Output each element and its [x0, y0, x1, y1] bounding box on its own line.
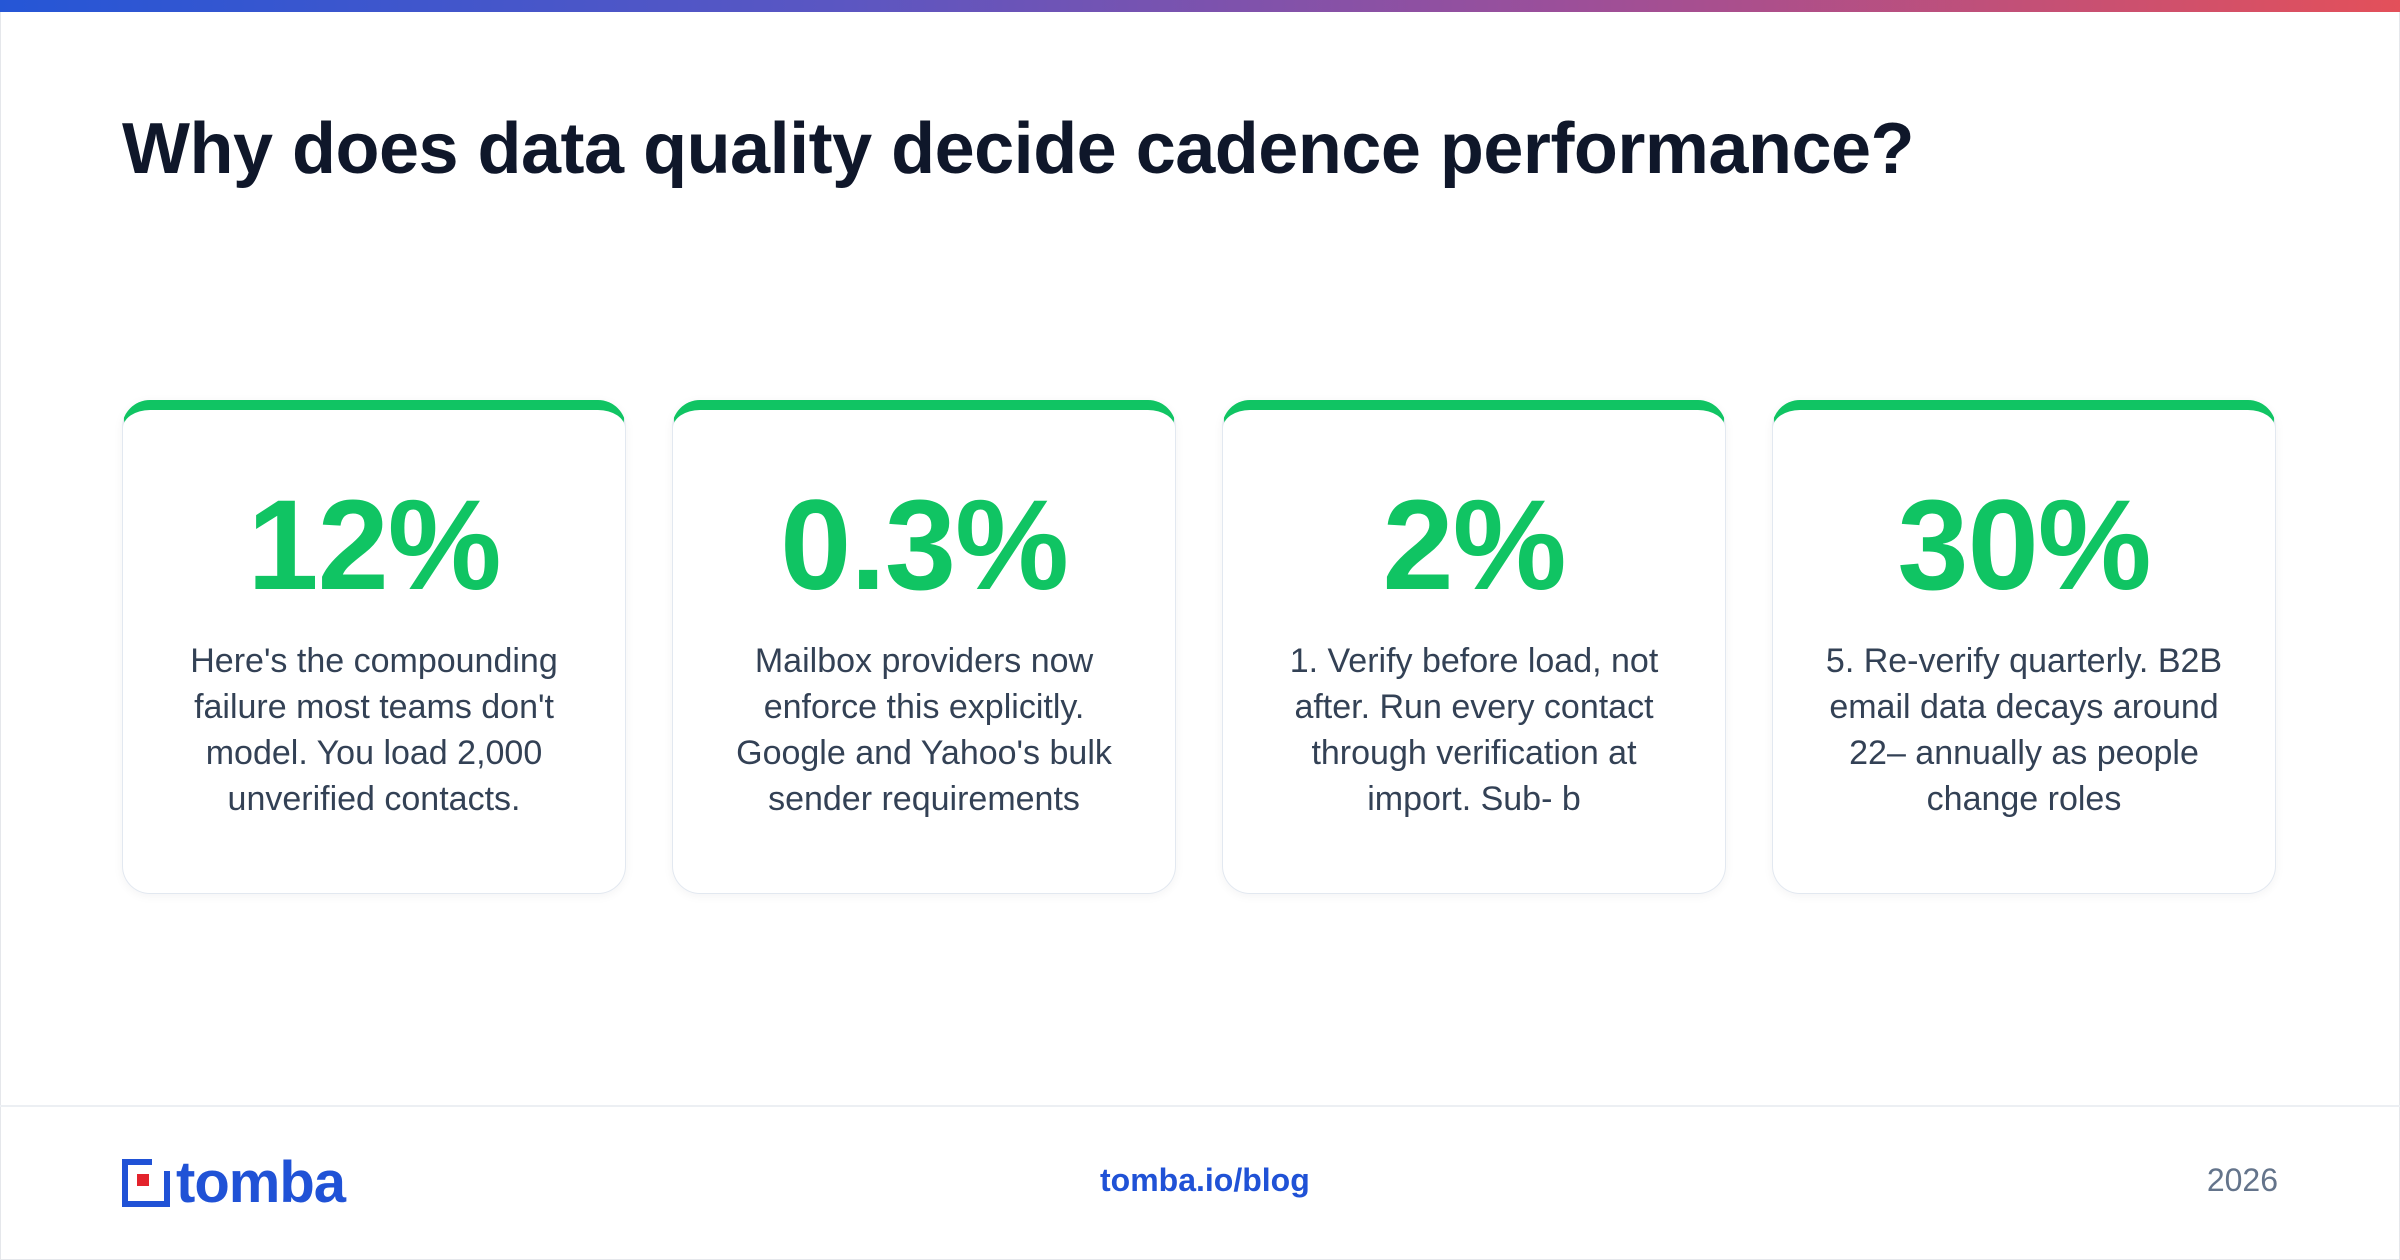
stat-value: 2%	[1382, 474, 1567, 617]
stat-card-1: 12% Here's the compounding failure most …	[122, 400, 626, 894]
stat-value: 0.3%	[780, 474, 1069, 617]
stat-description: 5. Re-verify quarterly. B2B email data d…	[1825, 642, 2223, 818]
page-title: Why does data quality decide cadence per…	[122, 109, 1915, 189]
stat-value: 30%	[1897, 474, 2151, 617]
brand-logo: tomba	[122, 1150, 346, 1215]
footer-year: 2026	[2206, 1162, 2278, 1198]
stat-card-4: 30% 5. Re-verify quarterly. B2B email da…	[1772, 400, 2276, 894]
stat-description: Mailbox providers now enforce this expli…	[736, 642, 1112, 818]
stat-description: 1. Verify before load, not after. Run ev…	[1289, 642, 1659, 818]
footer-divider	[0, 1105, 2400, 1107]
stat-card-3: 2% 1. Verify before load, not after. Run…	[1222, 400, 1726, 894]
stat-value: 12%	[247, 474, 501, 617]
top-gradient-bar	[0, 0, 2400, 12]
tomba-logo-icon	[122, 1159, 170, 1207]
brand-name: tomba	[176, 1150, 346, 1215]
stat-cards: 12% Here's the compounding failure most …	[122, 400, 2276, 894]
stat-card-2: 0.3% Mailbox providers now enforce this …	[672, 400, 1176, 894]
stat-description: Here's the compounding failure most team…	[190, 642, 558, 818]
blog-link[interactable]: tomba.io/blog	[1100, 1162, 1310, 1198]
